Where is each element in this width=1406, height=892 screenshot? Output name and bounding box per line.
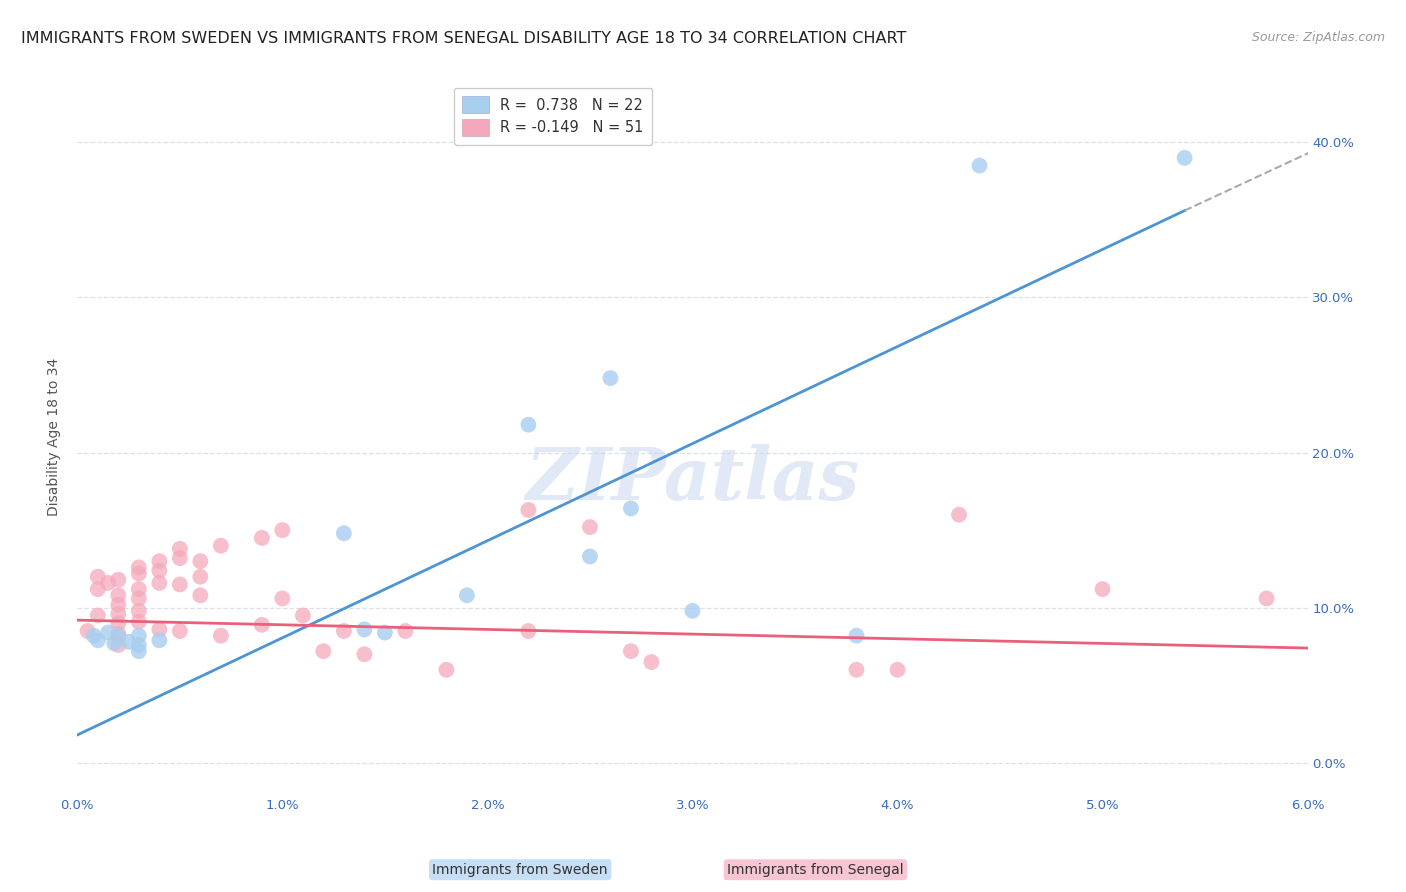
Point xyxy=(620,644,643,658)
Point xyxy=(948,508,970,522)
Point xyxy=(97,575,120,590)
Point xyxy=(845,629,868,643)
Point xyxy=(83,629,105,643)
Y-axis label: Disability Age 18 to 34: Disability Age 18 to 34 xyxy=(48,358,62,516)
Point xyxy=(579,520,602,534)
Point xyxy=(128,638,150,652)
Point xyxy=(76,624,98,638)
Point xyxy=(209,629,232,643)
Point xyxy=(517,624,540,638)
Point xyxy=(148,633,170,648)
Point xyxy=(1256,591,1278,606)
Point xyxy=(107,607,129,621)
Point xyxy=(107,629,129,643)
Point xyxy=(87,570,110,584)
Point xyxy=(107,627,129,641)
Point xyxy=(128,629,150,643)
Point xyxy=(148,575,170,590)
Point xyxy=(117,635,139,649)
Point xyxy=(128,582,150,596)
Point xyxy=(271,523,294,537)
Point xyxy=(128,566,150,581)
Point xyxy=(169,624,191,638)
Point xyxy=(190,588,212,602)
Text: IMMIGRANTS FROM SWEDEN VS IMMIGRANTS FROM SENEGAL DISABILITY AGE 18 TO 34 CORREL: IMMIGRANTS FROM SWEDEN VS IMMIGRANTS FRO… xyxy=(21,31,907,46)
Text: Immigrants from Sweden: Immigrants from Sweden xyxy=(433,863,607,877)
Point xyxy=(87,633,110,648)
Point xyxy=(333,526,356,541)
Point xyxy=(107,598,129,612)
Point xyxy=(250,531,273,545)
Point xyxy=(640,655,662,669)
Point xyxy=(148,554,170,568)
Point xyxy=(250,617,273,632)
Point xyxy=(97,625,120,640)
Point xyxy=(353,623,375,637)
Point xyxy=(169,577,191,591)
Point xyxy=(87,608,110,623)
Point xyxy=(374,625,396,640)
Point xyxy=(190,570,212,584)
Point xyxy=(599,371,621,385)
Point xyxy=(620,501,643,516)
Point xyxy=(148,623,170,637)
Point xyxy=(394,624,416,638)
Point xyxy=(517,417,540,432)
Point xyxy=(128,560,150,574)
Point xyxy=(271,591,294,606)
Legend: R =  0.738   N = 22, R = -0.149   N = 51: R = 0.738 N = 22, R = -0.149 N = 51 xyxy=(454,87,652,145)
Point xyxy=(169,551,191,566)
Point xyxy=(1174,151,1197,165)
Text: Immigrants from Senegal: Immigrants from Senegal xyxy=(727,863,904,877)
Point xyxy=(128,615,150,629)
Point xyxy=(291,608,314,623)
Point xyxy=(312,644,335,658)
Point xyxy=(353,647,375,661)
Point xyxy=(128,644,150,658)
Point xyxy=(969,159,991,173)
Point xyxy=(87,582,110,596)
Point xyxy=(579,549,602,564)
Point xyxy=(190,554,212,568)
Text: Source: ZipAtlas.com: Source: ZipAtlas.com xyxy=(1251,31,1385,45)
Point xyxy=(107,616,129,631)
Point xyxy=(107,638,129,652)
Text: ZIPatlas: ZIPatlas xyxy=(526,444,859,516)
Point xyxy=(682,604,704,618)
Point xyxy=(103,636,125,650)
Point xyxy=(148,564,170,578)
Point xyxy=(209,539,232,553)
Point xyxy=(845,663,868,677)
Point xyxy=(107,573,129,587)
Point xyxy=(128,604,150,618)
Point xyxy=(128,591,150,606)
Point xyxy=(517,503,540,517)
Point xyxy=(1091,582,1114,596)
Point xyxy=(456,588,478,602)
Point xyxy=(436,663,458,677)
Point xyxy=(169,541,191,556)
Point xyxy=(333,624,356,638)
Point xyxy=(107,588,129,602)
Point xyxy=(886,663,908,677)
